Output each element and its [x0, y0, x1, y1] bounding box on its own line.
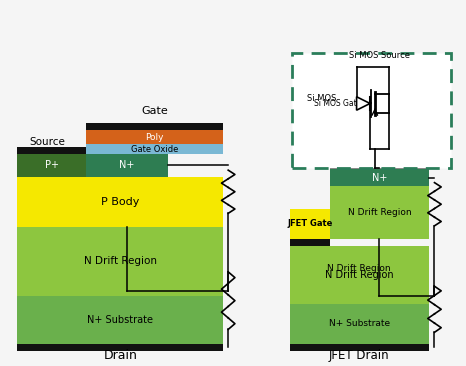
Bar	[17, 147, 86, 154]
Bar	[289, 343, 429, 351]
Text: Si MOS Source: Si MOS Source	[349, 51, 410, 60]
Text: N Drift Region: N Drift Region	[327, 265, 391, 273]
Bar	[86, 123, 223, 130]
Text: N+ Substrate: N+ Substrate	[329, 319, 390, 328]
Text: N Drift Region: N Drift Region	[325, 270, 393, 280]
Bar	[289, 246, 429, 303]
Text: Si MOS Gate: Si MOS Gate	[314, 99, 361, 108]
Text: Gate Oxide: Gate Oxide	[131, 145, 178, 154]
Text: Gate: Gate	[141, 107, 168, 116]
Text: JFET Gate: JFET Gate	[287, 219, 332, 228]
Text: N+: N+	[119, 160, 135, 170]
Bar	[86, 130, 223, 144]
Bar	[17, 154, 86, 177]
Bar	[17, 343, 223, 351]
Text: JFET Drain: JFET Drain	[329, 349, 390, 362]
Bar	[330, 163, 429, 169]
Bar	[330, 169, 429, 186]
Text: N Drift Region: N Drift Region	[348, 208, 411, 217]
Bar	[17, 177, 223, 227]
Text: P Body: P Body	[101, 197, 139, 207]
Text: Source: Source	[29, 137, 65, 147]
Bar	[289, 303, 429, 344]
Bar	[289, 239, 330, 246]
Text: N+: N+	[371, 173, 387, 183]
Bar	[17, 296, 223, 344]
Text: N+ Substrate: N+ Substrate	[87, 315, 153, 325]
Bar	[86, 154, 168, 177]
Polygon shape	[356, 97, 370, 110]
Text: Poly: Poly	[145, 132, 164, 142]
Text: JFET Source: JFET Source	[351, 150, 408, 160]
Text: Si MOS: Si MOS	[307, 94, 336, 103]
FancyBboxPatch shape	[293, 53, 451, 168]
Bar	[330, 186, 429, 239]
Bar	[86, 144, 223, 154]
Text: Drain: Drain	[103, 349, 137, 362]
Text: N Drift Region: N Drift Region	[84, 256, 157, 266]
Text: P+: P+	[45, 160, 59, 170]
Bar	[289, 209, 330, 239]
Bar	[17, 227, 223, 296]
